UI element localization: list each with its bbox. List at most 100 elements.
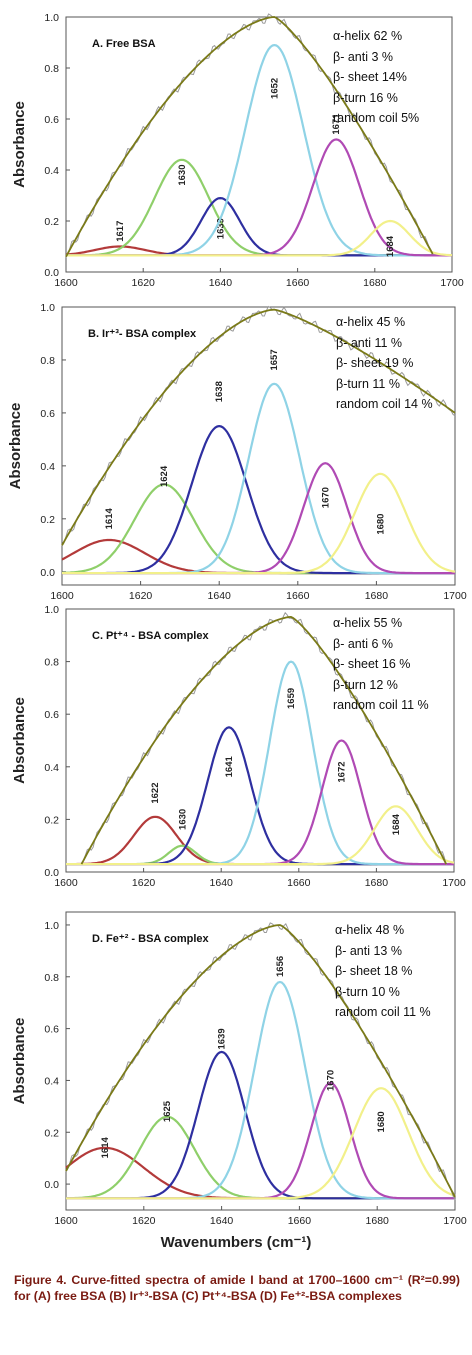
fitted-envelope <box>65 924 456 1198</box>
x-tick-label: 1640 <box>210 877 234 889</box>
band-label-1639: 1639 <box>217 1028 228 1049</box>
band-label-1630: 1630 <box>177 809 188 830</box>
band-label-1617: 1617 <box>115 221 126 242</box>
y-tick-label: 0.0 <box>44 267 59 279</box>
stat-beta-turn: β-turn 10 % <box>335 984 400 999</box>
panel-title: D. Fe⁺² - BSA complex <box>92 933 210 945</box>
stat-random-coil: random coil 11 % <box>333 698 429 712</box>
stat-random-coil: random coil 11 % <box>335 1005 431 1019</box>
y-tick-label: 0.8 <box>44 63 59 75</box>
y-tick-label: 0.0 <box>44 867 59 879</box>
band-label-1672: 1672 <box>336 761 347 782</box>
band-label-1639: 1639 <box>215 218 226 239</box>
band-label-1638: 1638 <box>214 381 225 402</box>
x-tick-label: 1700 <box>440 277 464 289</box>
y-tick-label: 0.8 <box>40 355 55 367</box>
stat-beta-sheet: β- sheet 16 % <box>333 657 411 671</box>
y-tick-label: 0.4 <box>44 1075 59 1087</box>
band-label-1684: 1684 <box>385 235 396 257</box>
band-label-1680: 1680 <box>375 514 386 535</box>
band-label-1659: 1659 <box>286 688 297 709</box>
component-band-1672 <box>66 739 454 866</box>
y-axis-label: Absorbance <box>11 697 28 784</box>
y-tick-label: 0.0 <box>44 1179 59 1191</box>
stat-beta-sheet: β- sheet 18 % <box>335 964 413 978</box>
band-label-1622: 1622 <box>150 783 161 804</box>
x-tick-label: 1680 <box>366 1215 390 1227</box>
plot-frame <box>65 608 455 873</box>
panel-title: B. Ir⁺³- BSA complex <box>88 328 197 340</box>
stats-d: α-helix 48 % β- anti 13 % β- sheet 18 % … <box>335 920 431 1023</box>
stat-beta-sheet: β- sheet 19 % <box>336 356 414 370</box>
chart-b: 1600 1620 1640 1660 1680 1700 0.0 0.2 0.4 0.6 0.8 1… <box>7 302 467 602</box>
panel-title: C. Pt⁺⁴ - BSA complex <box>92 630 209 642</box>
band-label-1680: 1680 <box>376 1111 387 1132</box>
y-tick-label: 1.0 <box>44 12 59 24</box>
y-tick-label: 0.4 <box>44 165 59 177</box>
chart-a: 1600 1620 1640 1660 1680 1700 0.0 0.2 0.4 0.6 0.8 1… <box>11 12 464 289</box>
band-label-1671: 1671 <box>331 113 342 135</box>
component-band-1684 <box>66 219 453 257</box>
component-band-1614 <box>61 538 455 575</box>
panel-title: A. Free BSA <box>92 38 156 50</box>
band-label-1614: 1614 <box>100 1137 111 1159</box>
x-tick-label: 1700 <box>443 1215 467 1227</box>
stat-alpha-helix: α-helix 48 % <box>335 923 405 937</box>
band-label-1652: 1652 <box>269 78 280 99</box>
band-label-1657: 1657 <box>269 349 280 370</box>
x-tick-label: 1640 <box>209 277 233 289</box>
component-band-1684 <box>66 805 455 866</box>
y-tick-label: 0.2 <box>44 1127 59 1139</box>
y-tick-label: 0.4 <box>40 461 55 473</box>
x-tick-label: 1660 <box>286 590 310 602</box>
stats-b: α-helix 45 % β- anti 11 % β- sheet 19 % … <box>336 312 433 415</box>
x-tick-label: 1700 <box>442 877 466 889</box>
y-tick-label: 0.6 <box>44 114 59 126</box>
y-tick-label: 0.2 <box>44 216 59 228</box>
panel-c: 1600 1620 1640 1660 1680 1700 0.0 0.2 0.4 0.6 0.8 1… <box>0 600 472 900</box>
band-label-1656: 1656 <box>275 956 286 977</box>
y-tick-label: 0.0 <box>40 567 55 579</box>
x-tick-label: 1620 <box>132 277 156 289</box>
stat-beta-turn: β-turn 12 % <box>333 677 398 692</box>
stats-a: α-helix 62 % β- anti 3 % β- sheet 14% β-… <box>333 26 419 129</box>
y-tick-label: 0.4 <box>44 762 59 774</box>
stat-alpha-helix: α-helix 45 % <box>336 315 406 329</box>
fitted-envelope <box>65 16 434 258</box>
panel-b: 1600 1620 1640 1660 1680 1700 0.0 0.2 0.4 0.6 0.8 1… <box>0 300 472 602</box>
stat-beta-anti: β- anti 11 % <box>336 335 403 350</box>
stats-c: α-helix 55 % β- anti 6 % β- sheet 16 % β… <box>333 613 429 716</box>
y-tick-label: 0.6 <box>40 408 55 420</box>
band-label-1670: 1670 <box>320 487 331 508</box>
y-axis-label: Absorbance <box>11 101 28 188</box>
plot-frame <box>61 306 456 586</box>
x-tick-label: 1660 <box>286 277 310 289</box>
y-tick-label: 1.0 <box>44 604 59 616</box>
x-tick-label: 1700 <box>443 590 467 602</box>
x-tick-label: 1600 <box>54 277 78 289</box>
y-tick-label: 1.0 <box>44 920 59 932</box>
stat-beta-anti: β- anti 3 % <box>333 49 393 64</box>
stat-alpha-helix: α-helix 55 % <box>333 616 403 630</box>
stat-beta-anti: β- anti 13 % <box>335 943 402 958</box>
component-band-1625 <box>65 1115 455 1200</box>
y-tick-label: 0.8 <box>44 972 59 984</box>
band-label-1625: 1625 <box>162 1100 173 1122</box>
x-tick-label: 1640 <box>208 590 232 602</box>
band-label-1614: 1614 <box>104 508 115 530</box>
plot-frame <box>65 16 453 273</box>
y-tick-label: 0.6 <box>44 709 59 721</box>
band-label-1684: 1684 <box>391 813 402 835</box>
component-band-1624 <box>61 483 455 575</box>
y-axis-label: Absorbance <box>11 1018 28 1105</box>
stat-beta-sheet: β- sheet 14% <box>333 70 407 84</box>
x-tick-label: 1680 <box>365 877 389 889</box>
x-tick-label: 1660 <box>288 1215 312 1227</box>
y-tick-label: 0.6 <box>44 1024 59 1036</box>
stat-beta-anti: β- anti 6 % <box>333 636 393 651</box>
x-axis-title: Wavenumbers (cm⁻¹) <box>160 1234 312 1251</box>
stat-beta-turn: β-turn 16 % <box>333 90 398 105</box>
x-tick-label: 1620 <box>129 590 153 602</box>
x-tick-label: 1680 <box>363 277 387 289</box>
stat-random-coil: random coil 14 % <box>336 397 433 411</box>
